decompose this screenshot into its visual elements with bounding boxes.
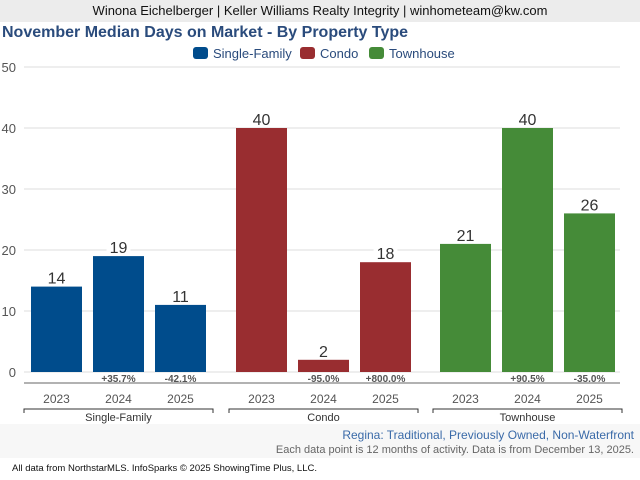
y-tick-label: 10 bbox=[2, 304, 16, 319]
bar bbox=[93, 256, 144, 372]
value-label: 14 bbox=[48, 271, 66, 288]
value-label: 21 bbox=[457, 228, 475, 245]
change-label: +800.0% bbox=[366, 374, 406, 385]
x-tick-label: 2023 bbox=[452, 392, 479, 406]
footer-band bbox=[0, 424, 640, 458]
legend-item-townhouse[interactable]: Townhouse bbox=[369, 45, 455, 61]
y-tick-label: 50 bbox=[2, 60, 16, 75]
x-tick-label: 2025 bbox=[167, 392, 194, 406]
bar bbox=[360, 262, 411, 372]
bar bbox=[236, 128, 287, 372]
group-label: Single-Family bbox=[85, 412, 152, 424]
chart-title: November Median Days on Market - By Prop… bbox=[2, 24, 409, 41]
value-label-bg bbox=[106, 239, 131, 256]
bar bbox=[502, 128, 553, 372]
group-label: Townhouse bbox=[500, 412, 556, 424]
x-tick-label: 2025 bbox=[576, 392, 603, 406]
y-tick-label: 20 bbox=[2, 243, 16, 258]
x-tick-label: 2023 bbox=[248, 392, 275, 406]
bar bbox=[298, 359, 349, 372]
legend-label: Condo bbox=[320, 45, 359, 61]
value-label-bg bbox=[373, 245, 398, 262]
change-label: -35.0% bbox=[574, 374, 606, 385]
value-label-bg bbox=[168, 287, 193, 304]
legend-swatch-single-family bbox=[193, 47, 208, 59]
bar-chart: 0 10 20 30 40 50 14 2023 19 +35.7% 2024 11 -42.1% 202… bbox=[2, 60, 623, 424]
value-label-bg bbox=[515, 111, 540, 127]
filter-description: Regina: Traditional, Previously Owned, N… bbox=[342, 428, 634, 442]
value-label: 18 bbox=[377, 246, 395, 263]
bar bbox=[155, 304, 206, 372]
value-label-bg bbox=[577, 196, 602, 213]
legend-label: Single-Family bbox=[213, 45, 292, 61]
value-label-bg bbox=[44, 269, 69, 286]
x-tick-label: 2024 bbox=[310, 392, 337, 406]
data-note: Each data point is 12 months of activity… bbox=[275, 444, 634, 456]
x-tick-label: 2023 bbox=[43, 392, 70, 406]
legend-label: Townhouse bbox=[389, 45, 455, 61]
bar bbox=[31, 286, 82, 372]
value-label-bg bbox=[249, 111, 274, 127]
group-bracket bbox=[228, 408, 419, 413]
value-label: 11 bbox=[172, 289, 189, 306]
value-label: 26 bbox=[581, 197, 599, 214]
change-label: +90.5% bbox=[510, 374, 544, 385]
bar bbox=[564, 213, 615, 372]
y-tick-label: 40 bbox=[2, 121, 16, 136]
group-bracket bbox=[432, 408, 623, 413]
legend-swatch-condo bbox=[300, 47, 315, 59]
value-label-bg bbox=[311, 342, 336, 359]
change-label: -42.1% bbox=[165, 374, 197, 385]
y-tick-label: 30 bbox=[2, 182, 16, 197]
x-tick-label: 2025 bbox=[372, 392, 399, 406]
agent-header: Winona Eichelberger | Keller Williams Re… bbox=[0, 0, 640, 22]
legend: Single-Family Condo Townhouse bbox=[0, 45, 640, 61]
change-label: -95.0% bbox=[308, 374, 340, 385]
data-credit: All data from NorthstarMLS. InfoSparks ©… bbox=[12, 463, 317, 474]
change-label: +35.7% bbox=[101, 374, 135, 385]
legend-item-single-family[interactable]: Single-Family bbox=[193, 45, 292, 61]
x-tick-label: 2024 bbox=[105, 392, 132, 406]
value-label: 40 bbox=[253, 112, 271, 129]
bar bbox=[440, 243, 491, 372]
x-tick-label: 2024 bbox=[514, 392, 541, 406]
value-label: 19 bbox=[110, 240, 128, 257]
value-label-bg bbox=[453, 226, 478, 243]
group-label: Condo bbox=[307, 412, 339, 424]
legend-swatch-townhouse bbox=[369, 47, 384, 59]
value-label: 40 bbox=[519, 112, 537, 129]
value-label: 2 bbox=[319, 344, 328, 361]
y-tick-label: 0 bbox=[9, 365, 16, 380]
group-bracket bbox=[23, 408, 214, 413]
legend-item-condo[interactable]: Condo bbox=[300, 45, 358, 61]
